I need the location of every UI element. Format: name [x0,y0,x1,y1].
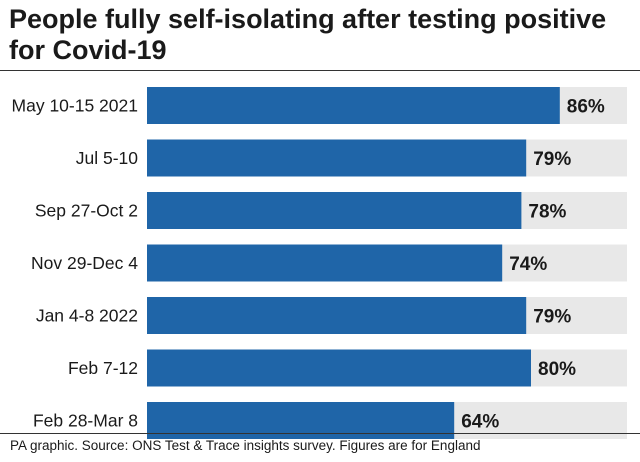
value-label: 64% [461,412,499,433]
value-label: 78% [528,202,566,223]
bar [147,402,455,439]
value-label: 79% [533,149,571,170]
category-label: Jul 5-10 [76,148,139,168]
bar [147,244,503,282]
bottom-divider [0,433,640,434]
category-label: Jan 4-8 2022 [36,306,138,326]
bar [147,87,560,124]
category-label: Feb 7-12 [68,358,138,378]
bar [147,139,527,177]
bar [147,349,531,387]
bar [147,297,527,334]
chart-title: People fully self-isolating after testin… [9,4,607,65]
category-label: Feb 28-Mar 8 [33,411,138,431]
category-label: May 10-15 2021 [12,96,138,116]
category-label: Sep 27-Oct 2 [35,201,138,221]
value-label: 86% [567,97,605,118]
value-label: 80% [538,359,576,380]
source-footer: PA graphic. Source: ONS Test & Trace ins… [10,438,481,453]
top-divider [0,70,640,71]
bar [147,192,522,229]
value-label: 79% [533,307,571,328]
value-label: 74% [509,254,547,275]
category-label: Nov 29-Dec 4 [31,253,138,273]
